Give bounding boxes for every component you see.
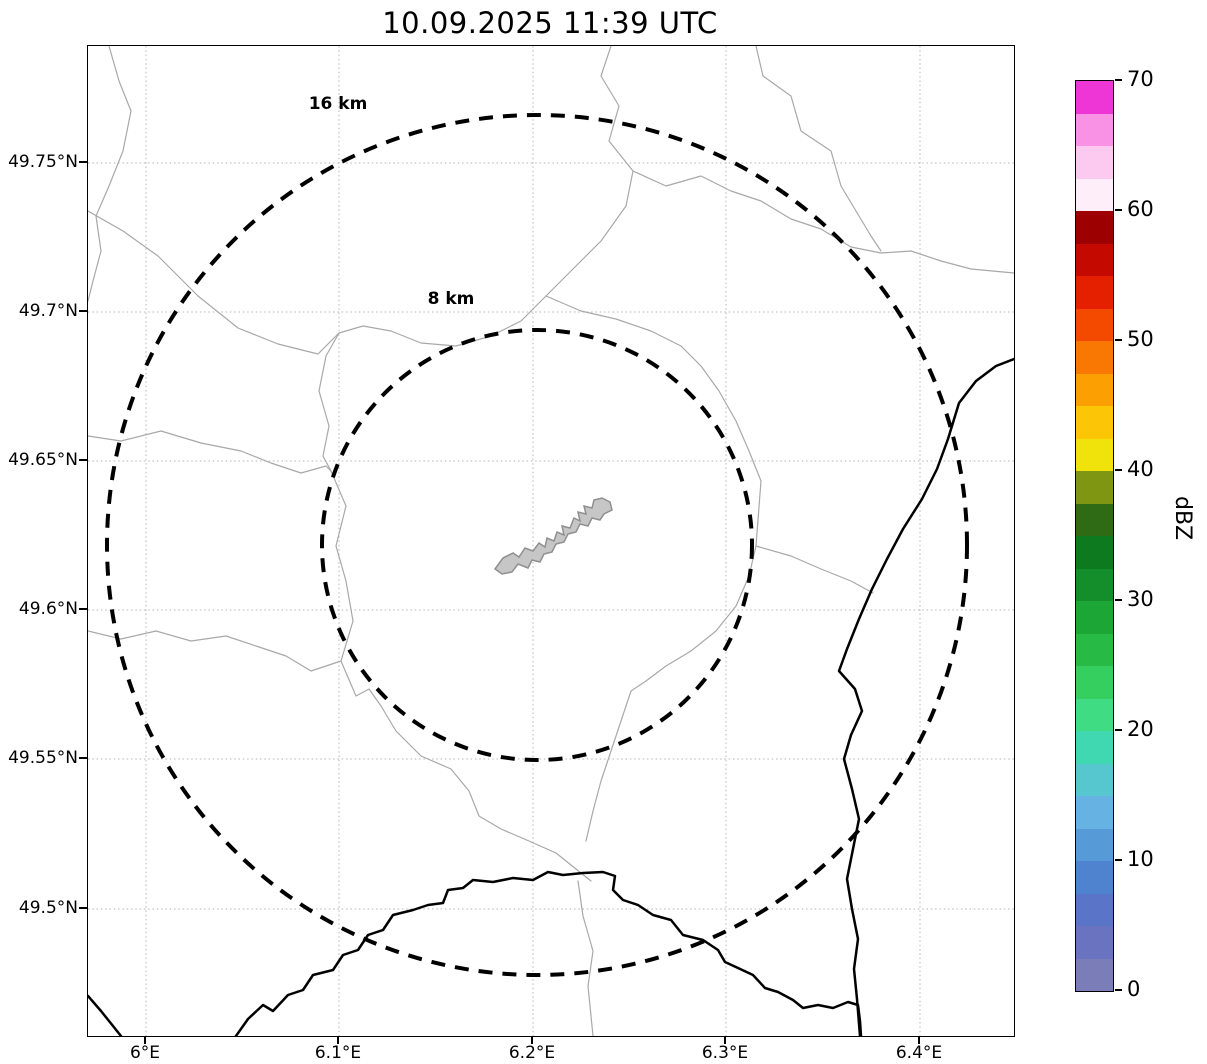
colorbar-segment [1076, 373, 1113, 406]
range-ring-label-8km: 8 km [427, 289, 475, 309]
colorbar-tick-mark [1115, 599, 1122, 601]
colorbar-segment [1076, 666, 1113, 699]
colorbar-tick-label: 30 [1127, 587, 1154, 611]
colorbar-segment [1076, 438, 1113, 471]
colorbar-segment [1076, 698, 1113, 731]
y-tick-label: 49.6°N [18, 599, 78, 619]
colorbar-segment [1076, 406, 1113, 439]
colorbar-tick-label: 50 [1127, 327, 1154, 351]
colorbar-segment [1076, 568, 1113, 601]
colorbar-gradient [1076, 81, 1113, 991]
y-tick-label: 49.55°N [8, 748, 78, 768]
x-tick-mark [918, 1036, 920, 1044]
grid-lines [88, 46, 1014, 1036]
colorbar-segment [1076, 893, 1113, 926]
colorbar-segment [1076, 341, 1113, 374]
y-tick-mark [79, 608, 87, 610]
colorbar-segment [1076, 828, 1113, 861]
y-tick-label: 49.7°N [18, 301, 78, 321]
colorbar-tick-mark [1115, 209, 1122, 211]
map-axes: 16 km 8 km [87, 45, 1015, 1037]
x-tick-mark [337, 1036, 339, 1044]
y-tick-label: 49.65°N [8, 450, 78, 470]
x-tick-label: 6°E [129, 1043, 161, 1063]
colorbar-segment [1076, 926, 1113, 959]
colorbar-segment [1076, 861, 1113, 894]
colorbar-tick-label: 40 [1127, 457, 1154, 481]
colorbar-segment [1076, 471, 1113, 504]
colorbar-segment [1076, 958, 1113, 991]
range-ring-8km-circle [320, 328, 754, 762]
colorbar-segment [1076, 601, 1113, 634]
colorbar-segment [1076, 211, 1113, 244]
colorbar-segment [1076, 731, 1113, 764]
colorbar-segment [1076, 243, 1113, 276]
y-tick-label: 49.75°N [8, 152, 78, 172]
colorbar-tick-mark [1115, 79, 1122, 81]
colorbar-segment [1076, 763, 1113, 796]
colorbar-segment [1076, 81, 1113, 114]
map-canvas [88, 46, 1014, 1036]
x-tick-label: 6.1°E [314, 1043, 362, 1063]
x-tick-mark [144, 1036, 146, 1044]
x-tick-label: 6.4°E [895, 1043, 943, 1063]
colorbar-segment [1076, 796, 1113, 829]
colorbar-segment [1076, 536, 1113, 569]
y-tick-mark [79, 161, 87, 163]
urban-area-polygon [493, 497, 613, 575]
x-tick-mark [531, 1036, 533, 1044]
colorbar-tick-label: 20 [1127, 717, 1154, 741]
colorbar-tick-mark [1115, 469, 1122, 471]
colorbar-tick-label: 0 [1127, 977, 1141, 1001]
colorbar-segment [1076, 113, 1113, 146]
admin-boundary-lines [88, 46, 1014, 1036]
colorbar-segment [1076, 276, 1113, 309]
y-tick-mark [79, 907, 87, 909]
colorbar-tick-mark [1115, 989, 1122, 991]
x-tick-label: 6.2°E [508, 1043, 556, 1063]
y-tick-label: 49.5°N [18, 898, 78, 918]
colorbar [1075, 80, 1114, 992]
range-ring-label-16km: 16 km [308, 94, 368, 114]
y-tick-mark [79, 310, 87, 312]
colorbar-tick-label: 70 [1127, 67, 1154, 91]
x-tick-mark [724, 1036, 726, 1044]
country-border-lines [88, 357, 1014, 1036]
colorbar-segment [1076, 178, 1113, 211]
x-tick-label: 6.3°E [701, 1043, 749, 1063]
y-tick-mark [79, 459, 87, 461]
colorbar-segment [1076, 308, 1113, 341]
colorbar-tick-mark [1115, 729, 1122, 731]
colorbar-segment [1076, 146, 1113, 179]
y-tick-mark [79, 757, 87, 759]
colorbar-segment [1076, 503, 1113, 536]
colorbar-tick-mark [1115, 339, 1122, 341]
colorbar-tick-label: 10 [1127, 847, 1154, 871]
colorbar-axis-label: dBZ [1170, 496, 1195, 541]
range-ring-16km-circle [105, 113, 969, 977]
colorbar-segment [1076, 633, 1113, 666]
colorbar-tick-label: 60 [1127, 197, 1154, 221]
plot-title: 10.09.2025 11:39 UTC [382, 6, 718, 40]
colorbar-tick-mark [1115, 859, 1122, 861]
